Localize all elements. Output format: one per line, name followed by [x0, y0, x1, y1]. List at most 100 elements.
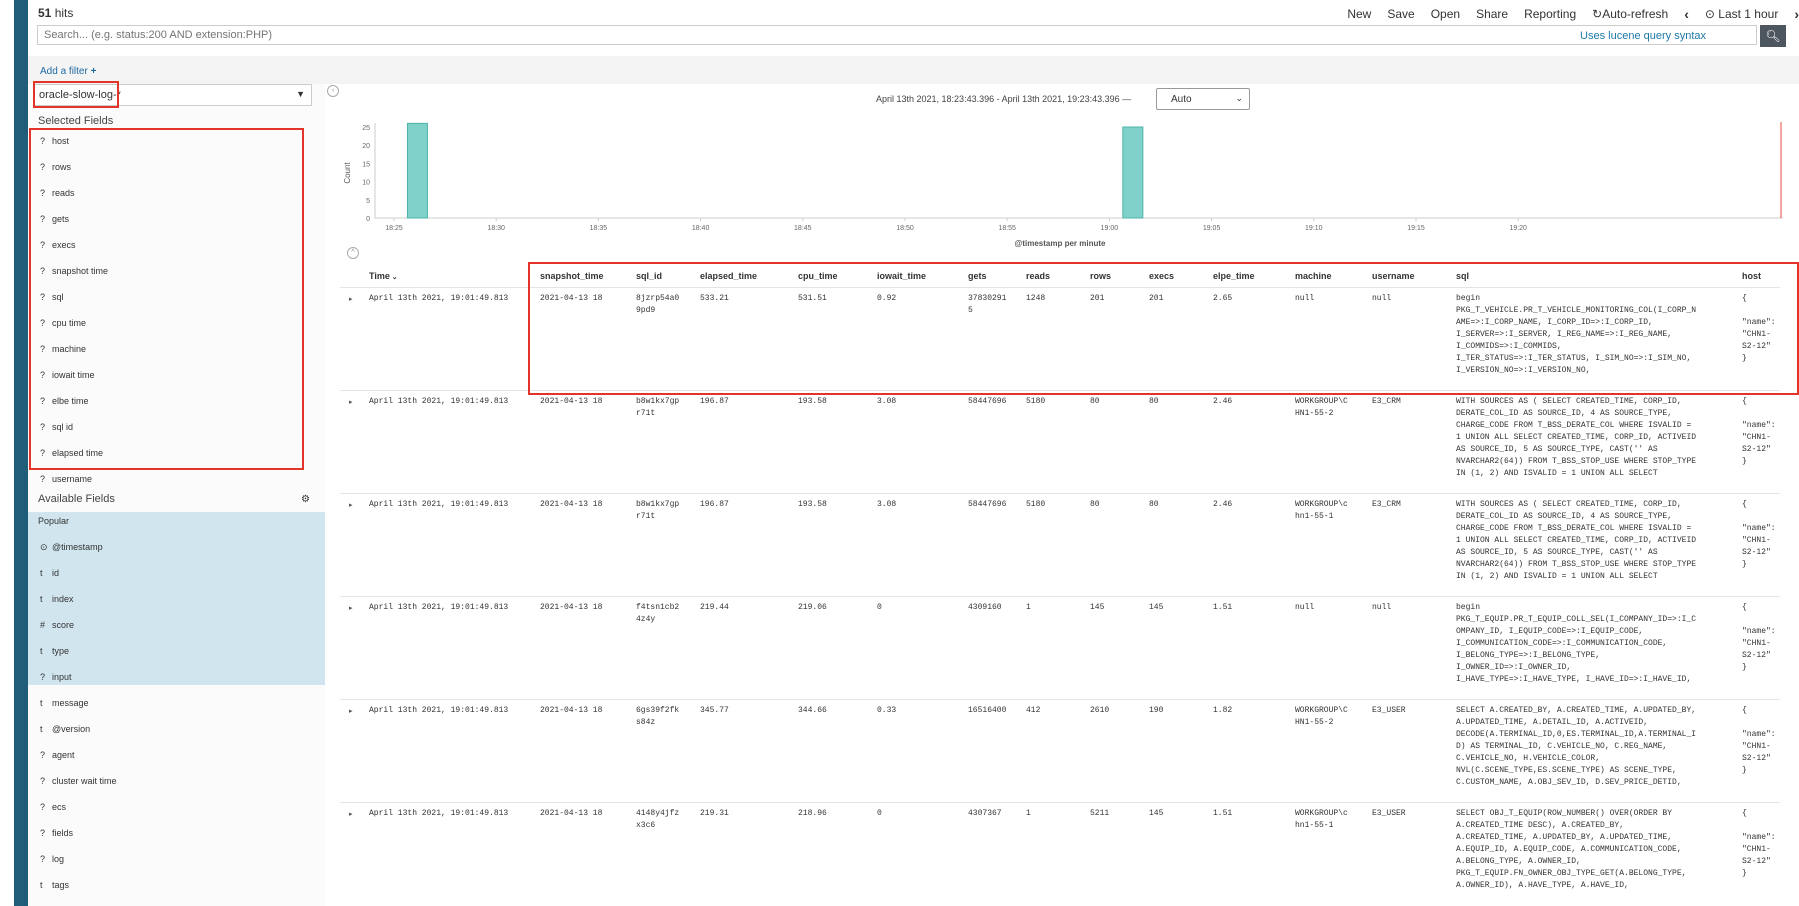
clock-icon: ⊙: [1704, 7, 1719, 21]
cell-execs: 145: [1149, 603, 1164, 612]
field-ecs[interactable]: ? ecs: [28, 796, 314, 818]
field-input[interactable]: ? input: [28, 666, 314, 688]
field-id[interactable]: t id: [28, 562, 314, 584]
column-header-rows[interactable]: rows: [1090, 271, 1111, 281]
lucene-syntax-link[interactable]: Uses lucene query syntax: [1580, 30, 1706, 42]
column-header-sql-id[interactable]: sql_id: [636, 271, 662, 281]
search-button[interactable]: 🔍︎: [1760, 25, 1786, 47]
column-header-machine[interactable]: machine: [1295, 271, 1332, 281]
x-tick-label: 18:55: [998, 225, 1016, 232]
field--version[interactable]: t @version: [28, 718, 314, 740]
column-header-elapsed-time[interactable]: elapsed_time: [700, 271, 757, 281]
cell-machine: null: [1295, 294, 1315, 303]
field-reads[interactable]: ? reads: [28, 182, 314, 204]
field-name: iowait time: [52, 370, 95, 380]
field-log[interactable]: ? log: [28, 848, 314, 870]
column-header-snapshot-time[interactable]: snapshot_time: [540, 271, 604, 281]
cell-sql-id: f4tsn1cb2 4z4y: [636, 603, 680, 624]
expand-row-icon[interactable]: ▸: [349, 605, 353, 612]
cell-host: { "name": "CHN1- S2-12" }: [1742, 500, 1776, 569]
field-score[interactable]: # score: [28, 614, 314, 636]
column-header-elpe-time[interactable]: elpe_time: [1213, 271, 1255, 281]
column-header-time[interactable]: Time ⌄: [369, 271, 398, 281]
available-fields-heading: Available Fields: [38, 493, 115, 505]
field-index[interactable]: t index: [28, 588, 314, 610]
field-name: score: [52, 620, 75, 630]
open-button[interactable]: Open: [1430, 7, 1461, 21]
auto-refresh-button[interactable]: ↻Auto-refresh: [1592, 7, 1669, 21]
nav-stripe: [14, 0, 28, 906]
column-header-sql[interactable]: sql: [1456, 271, 1469, 281]
time-picker-button[interactable]: ⊙ Last 1 hour: [1704, 7, 1779, 21]
save-button[interactable]: Save: [1387, 7, 1415, 21]
sort-icon[interactable]: ⌄: [389, 274, 398, 281]
cell-time: April 13th 2021, 19:01:49.813: [369, 603, 509, 612]
reporting-button[interactable]: Reporting: [1524, 7, 1577, 21]
expand-row-icon[interactable]: ▸: [349, 296, 353, 303]
gear-icon[interactable]: ⚙: [301, 494, 310, 505]
caret-down-icon: ▼: [296, 89, 305, 99]
share-button[interactable]: Share: [1476, 7, 1509, 21]
chevron-right-icon[interactable]: ›: [1794, 6, 1799, 22]
column-header-label: gets: [968, 271, 987, 281]
x-tick-label: 18:30: [487, 225, 505, 232]
y-tick-label: 5: [366, 198, 370, 205]
collapse-chart-icon[interactable]: ^: [347, 247, 359, 259]
field-elapsed-time[interactable]: ? elapsed time: [28, 442, 314, 464]
column-header-cpu-time[interactable]: cpu_time: [798, 271, 838, 281]
column-header-reads[interactable]: reads: [1026, 271, 1050, 281]
column-header-execs[interactable]: execs: [1149, 271, 1174, 281]
field-cluster-wait-time[interactable]: ? cluster wait time: [28, 770, 314, 792]
column-header-iowait-time[interactable]: iowait_time: [877, 271, 926, 281]
cell-sql-id: b8w1kx7gp r71t: [636, 500, 680, 521]
top-toolbar: 51 hits New Save Open Share Reporting ↻A…: [28, 0, 1799, 26]
cell-iowait-time: 0: [877, 603, 882, 612]
field-machine[interactable]: ? machine: [28, 338, 314, 360]
field-agent[interactable]: ? agent: [28, 744, 314, 766]
expand-row-icon[interactable]: ▸: [349, 708, 353, 715]
expand-row-icon[interactable]: ▸: [349, 502, 353, 509]
collapse-sidebar-icon[interactable]: ‹: [327, 85, 339, 97]
index-pattern-select[interactable]: oracle-slow-log-* ▼: [34, 84, 312, 106]
histogram-bar: [1122, 126, 1144, 219]
expand-row-icon[interactable]: ▸: [349, 399, 353, 406]
y-tick-label: 25: [362, 125, 370, 132]
field-gets[interactable]: ? gets: [28, 208, 314, 230]
field-cpu-time[interactable]: ? cpu time: [28, 312, 314, 334]
field-sql-id[interactable]: ? sql id: [28, 416, 314, 438]
cell-cpu-time: 344.66: [798, 706, 827, 715]
field-rows[interactable]: ? rows: [28, 156, 314, 178]
field-type-icon: ?: [40, 370, 46, 380]
cell-sql-id: 6gs39f2fk s84z: [636, 706, 680, 727]
cell-sql: SELECT OBJ_T_EQUIP(ROW_NUMBER() OVER(ORD…: [1456, 809, 1687, 890]
field-message[interactable]: t message: [28, 692, 314, 714]
new-button[interactable]: New: [1347, 7, 1372, 21]
field-snapshot-time[interactable]: ? snapshot time: [28, 260, 314, 282]
field-fields[interactable]: ? fields: [28, 822, 314, 844]
interval-select[interactable]: Auto ⌄: [1156, 88, 1250, 110]
field-sql[interactable]: ? sql: [28, 286, 314, 308]
field-name: type: [52, 646, 70, 656]
expand-row-icon[interactable]: ▸: [349, 811, 353, 818]
field-name: cpu time: [52, 318, 87, 328]
search-input[interactable]: [37, 25, 1757, 45]
column-header-username[interactable]: username: [1372, 271, 1415, 281]
column-header-gets[interactable]: gets: [968, 271, 987, 281]
x-axis-label: @timestamp per minute: [1015, 239, 1106, 248]
cell-sql: begin PKG_T_VEHICLE.PR_T_VEHICLE_MONITOR…: [1456, 294, 1697, 375]
chevron-left-icon[interactable]: ‹: [1684, 6, 1689, 22]
column-header-host[interactable]: host: [1742, 271, 1761, 281]
field-type[interactable]: t type: [28, 640, 314, 662]
field-name: @timestamp: [52, 542, 103, 552]
field-host[interactable]: ? host: [28, 130, 314, 152]
field-execs[interactable]: ? execs: [28, 234, 314, 256]
field-name: ecs: [52, 802, 67, 812]
field-iowait-time[interactable]: ? iowait time: [28, 364, 314, 386]
cell-rows: 80: [1090, 500, 1100, 509]
field-tags[interactable]: t tags: [28, 874, 314, 896]
add-filter-link[interactable]: Add a filter +: [40, 66, 97, 77]
field--timestamp[interactable]: ⊙ @timestamp: [28, 536, 314, 558]
field-elbe-time[interactable]: ? elbe time: [28, 390, 314, 412]
field-username[interactable]: ? username: [28, 468, 314, 490]
x-tick-label: 19:10: [1305, 225, 1323, 232]
